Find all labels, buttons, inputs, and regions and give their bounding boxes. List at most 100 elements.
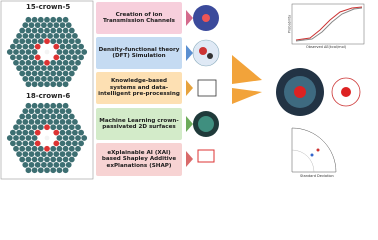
- atom: [44, 27, 50, 34]
- atom: [44, 102, 50, 109]
- top-label: 15-crown-5: [26, 3, 71, 11]
- icon-data: [197, 79, 217, 97]
- atom: [56, 102, 63, 109]
- atom: [56, 135, 63, 141]
- atom: [25, 124, 32, 131]
- atom: [34, 43, 41, 50]
- atom: [22, 54, 29, 61]
- atom: [53, 22, 60, 29]
- atom: [68, 49, 75, 55]
- atom: [41, 118, 47, 125]
- atom: [41, 75, 47, 82]
- atom: [31, 167, 38, 174]
- atom: [56, 156, 63, 163]
- atom: [31, 81, 38, 88]
- atom: [44, 81, 50, 88]
- atom: [22, 32, 29, 39]
- atom: [19, 38, 26, 45]
- atom: [31, 27, 38, 34]
- atom: [56, 38, 63, 45]
- atom: [25, 59, 32, 66]
- atom: [56, 145, 63, 152]
- atom: [53, 32, 60, 39]
- atom: [59, 32, 66, 39]
- atom: [28, 32, 35, 39]
- atom: [31, 70, 38, 77]
- atom: [37, 102, 44, 109]
- atom: [31, 49, 38, 55]
- atom: [31, 124, 38, 131]
- atom: [65, 65, 72, 72]
- atom: [28, 140, 35, 147]
- atom: [22, 75, 29, 82]
- atom: [37, 156, 44, 163]
- atom: [22, 151, 29, 158]
- atom: [16, 118, 22, 125]
- atom: [34, 129, 41, 136]
- atom: [47, 22, 53, 29]
- atom: [65, 54, 72, 61]
- atom: [56, 70, 63, 77]
- atom: [25, 70, 32, 77]
- atom: [16, 151, 22, 158]
- atom: [34, 75, 41, 82]
- atom: [56, 113, 63, 120]
- atom: [56, 59, 63, 66]
- atom: [37, 81, 44, 88]
- atom: [37, 38, 44, 45]
- atom: [62, 135, 69, 141]
- atom: [78, 43, 84, 50]
- atom: [62, 38, 69, 45]
- atom: [28, 54, 35, 61]
- atom: [50, 81, 57, 88]
- atom: [34, 151, 41, 158]
- atom: [31, 113, 38, 120]
- atom: [78, 129, 84, 136]
- atom: [75, 49, 81, 55]
- atom: [53, 54, 60, 61]
- atom: [19, 145, 26, 152]
- atom: [50, 145, 57, 152]
- atom: [47, 118, 53, 125]
- atom: [25, 49, 32, 55]
- atom: [22, 161, 29, 168]
- atom: [50, 113, 57, 120]
- bottom-label: 18-crown-6: [26, 92, 71, 100]
- atom: [72, 43, 78, 50]
- atom: [31, 38, 38, 45]
- atom: [41, 65, 47, 72]
- atom: [53, 108, 60, 115]
- graphical-abstract: 15-crown-5 18-crown-6 Creation of ion Tr…: [0, 0, 365, 180]
- atom: [28, 43, 35, 50]
- atom: [31, 145, 38, 152]
- atom: [53, 43, 60, 50]
- atom: [16, 140, 22, 147]
- taylor-arc: [291, 149, 315, 173]
- icon-ml-core: [198, 116, 214, 132]
- atom: [59, 140, 66, 147]
- atom: [68, 135, 75, 141]
- atom: [62, 167, 69, 174]
- atom: [34, 22, 41, 29]
- lattices: [6, 16, 88, 174]
- atom: [37, 27, 44, 34]
- atom: [75, 124, 81, 131]
- atom: [50, 70, 57, 77]
- atom: [19, 156, 26, 163]
- atom: [28, 151, 35, 158]
- atom: [37, 59, 44, 66]
- atom: [53, 151, 60, 158]
- atom: [13, 59, 19, 66]
- atom: [56, 124, 63, 131]
- atom: [53, 140, 60, 147]
- atom: [59, 118, 66, 125]
- prob-plot: [291, 3, 365, 45]
- atom: [81, 49, 88, 55]
- atom: [34, 140, 41, 147]
- atom: [25, 102, 32, 109]
- atom: [28, 118, 35, 125]
- atom: [19, 113, 26, 120]
- atom: [31, 16, 38, 23]
- atom: [41, 22, 47, 29]
- atom: [53, 65, 60, 72]
